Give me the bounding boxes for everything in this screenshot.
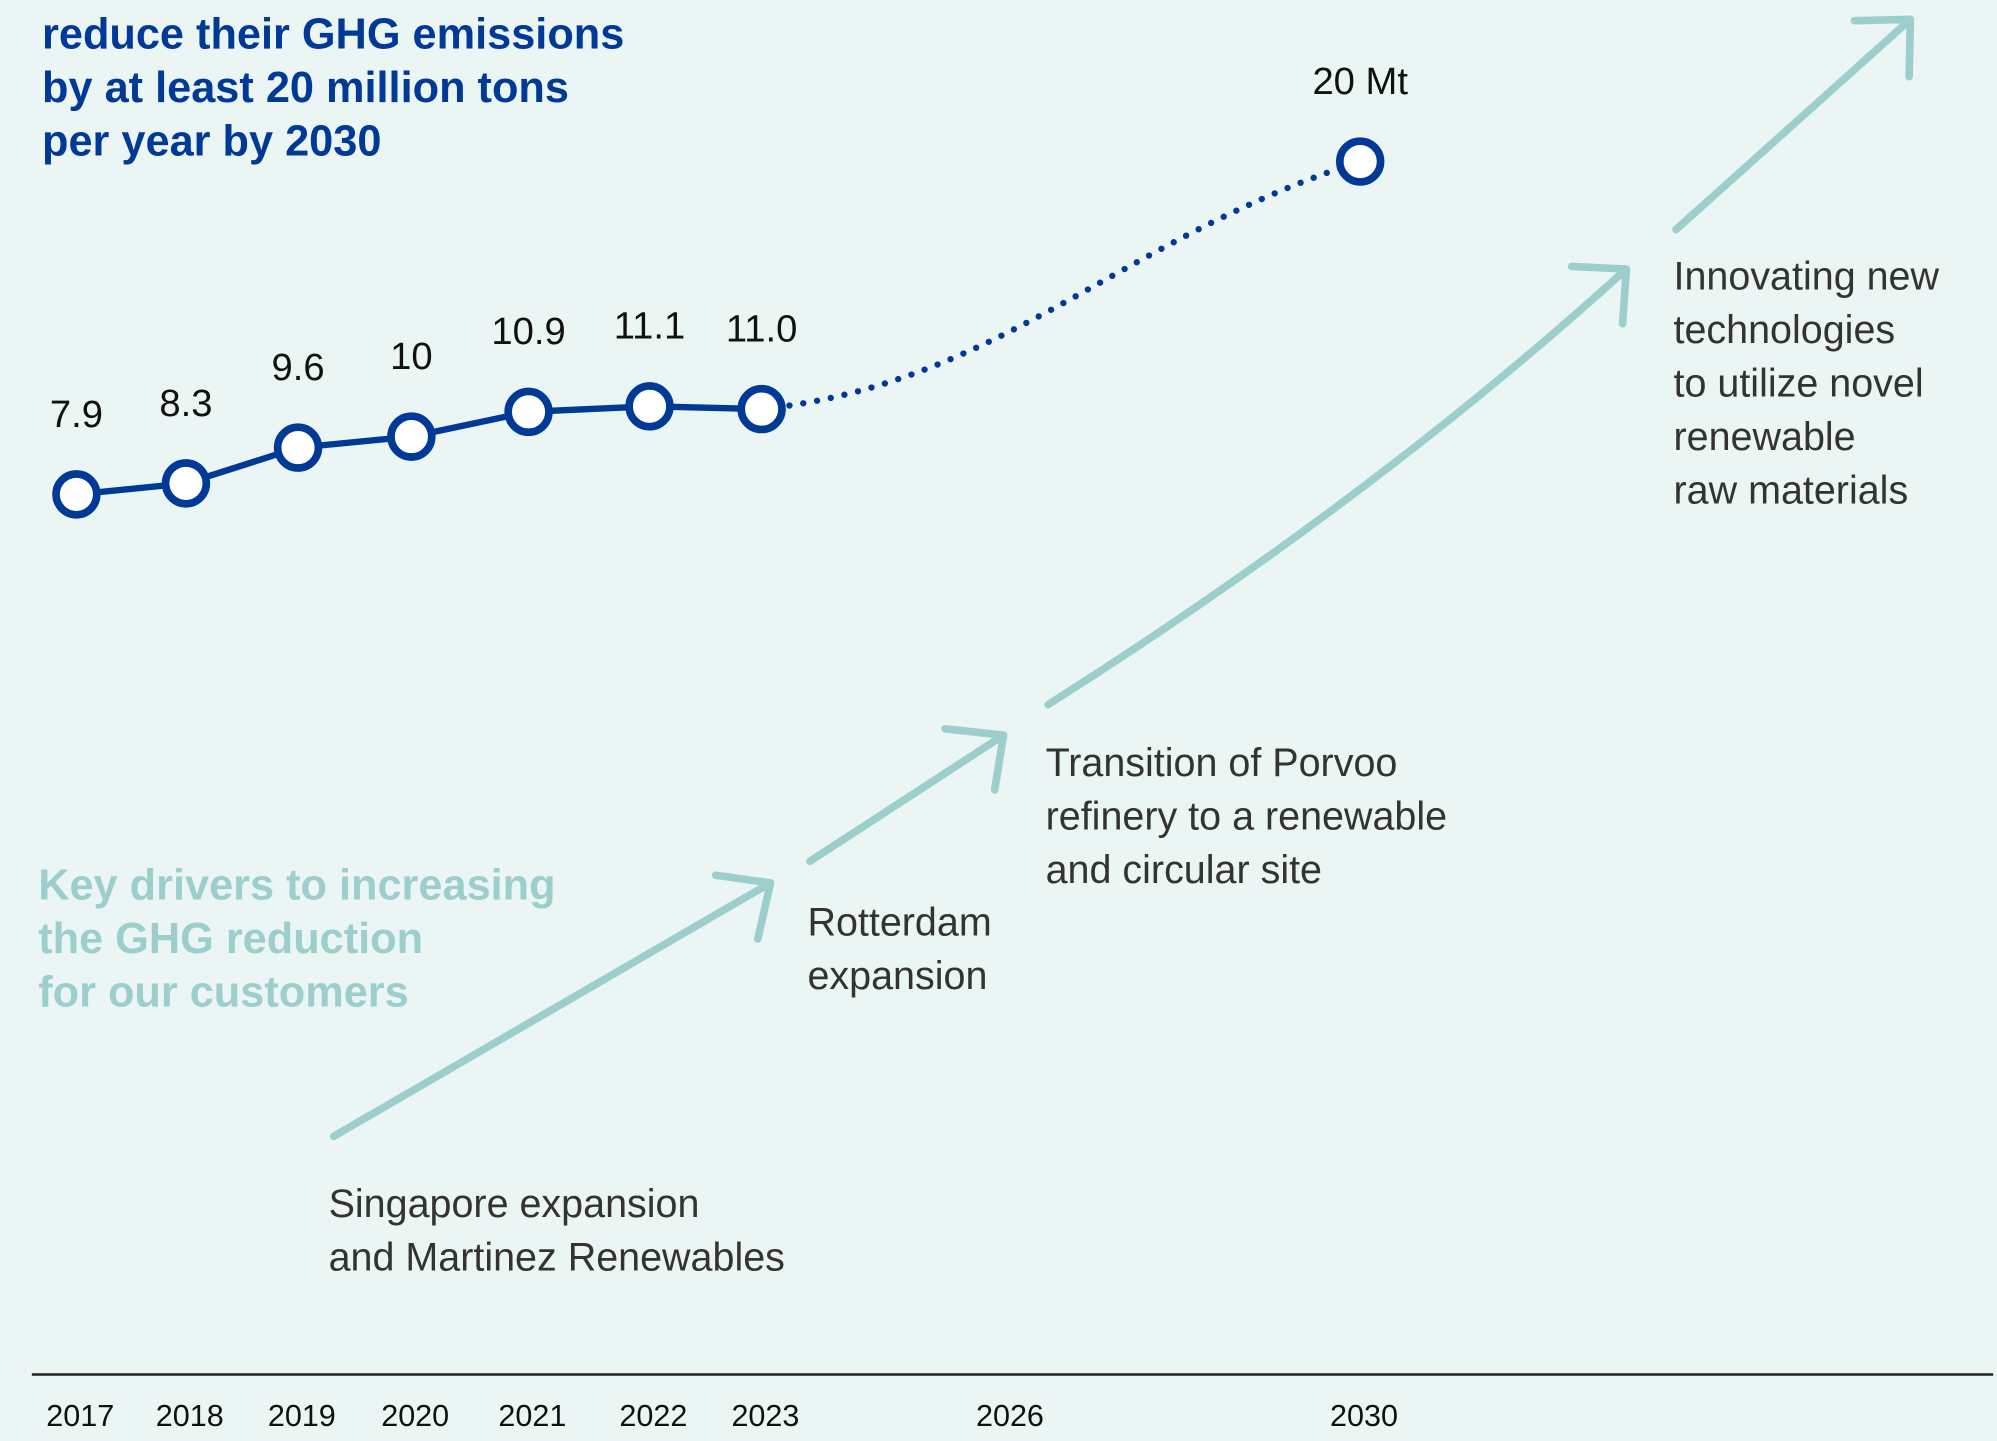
x-tick-label: 2018 <box>156 1399 224 1433</box>
data-point <box>273 423 323 472</box>
x-tick-label: 2023 <box>731 1399 799 1433</box>
driver-note: Rotterdam <box>807 900 991 944</box>
driver-note: to utilize novel <box>1674 362 1924 406</box>
value-label: 7.9 <box>50 393 103 436</box>
arrow <box>1672 15 1915 234</box>
arrow <box>806 724 1008 866</box>
driver-note: Singapore expansion <box>329 1182 700 1226</box>
data-point <box>737 384 786 434</box>
value-label: 10.9 <box>491 310 565 353</box>
driver-note: technologies <box>1674 308 1896 352</box>
value-label: 8.3 <box>159 382 212 425</box>
value-label: 20 Mt <box>1312 60 1408 103</box>
data-point <box>625 382 674 431</box>
value-label: 11.1 <box>614 305 686 348</box>
driver-note: and circular site <box>1046 848 1322 892</box>
x-tick-label: 2022 <box>619 1399 687 1433</box>
title-line: reduce their GHG emissions <box>42 11 624 59</box>
data-point <box>161 459 211 508</box>
driver-arrows <box>329 15 1915 1141</box>
x-tick-label: 2017 <box>46 1399 114 1433</box>
projection-line <box>758 158 1364 413</box>
drivers-heading: the GHG reduction <box>38 915 423 963</box>
value-label: 9.6 <box>271 346 324 389</box>
title-line: per year by 2030 <box>42 118 381 166</box>
data-point <box>387 412 436 461</box>
data-point <box>1336 137 1385 186</box>
title-line: by at least 20 million tons <box>42 64 569 112</box>
value-label: 11.0 <box>726 308 798 351</box>
x-tick-label: 2026 <box>976 1399 1044 1433</box>
x-tick-label: 2019 <box>268 1399 336 1433</box>
data-point <box>504 387 553 437</box>
x-tick-label: 2021 <box>498 1399 566 1433</box>
driver-note: raw materials <box>1674 469 1909 513</box>
driver-note: expansion <box>807 954 987 998</box>
drivers-heading: for our customers <box>38 968 409 1016</box>
drivers-heading: Key drivers to increasing <box>38 861 555 909</box>
driver-note: refinery to a renewable <box>1046 795 1448 839</box>
driver-note: Innovating new <box>1674 255 1940 299</box>
driver-note: Transition of Porvoo <box>1046 741 1398 785</box>
data-point <box>52 470 101 519</box>
x-tick-label: 2030 <box>1330 1399 1398 1433</box>
arrow <box>329 871 775 1141</box>
arrow <box>1044 262 1631 709</box>
driver-note: renewable <box>1674 415 1856 459</box>
value-label: 10 <box>390 335 432 378</box>
driver-note: and Martinez Renewables <box>329 1235 785 1279</box>
x-tick-label: 2020 <box>381 1399 449 1433</box>
